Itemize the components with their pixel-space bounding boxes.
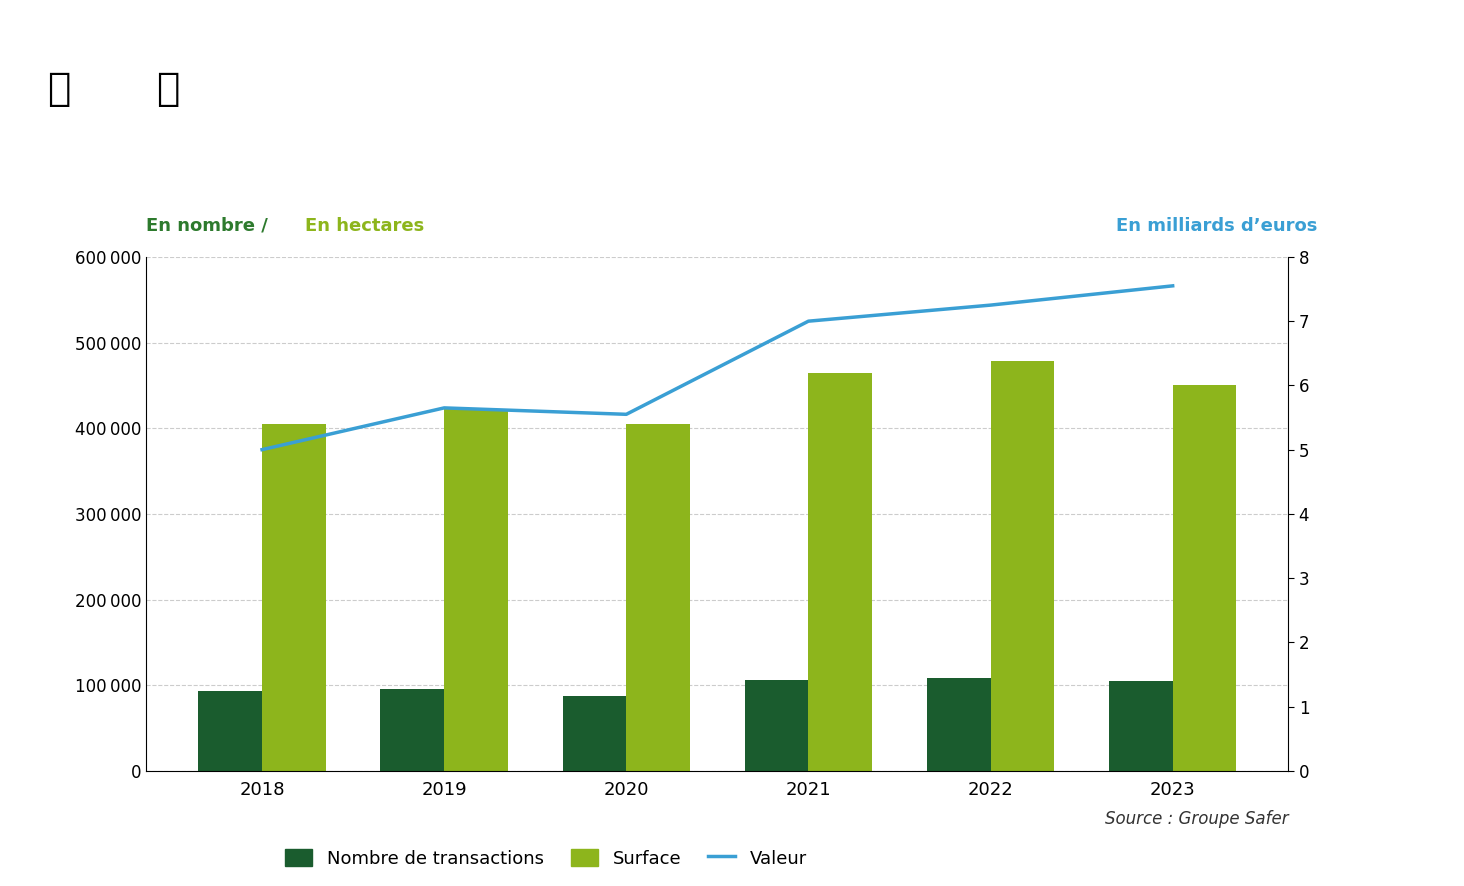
Legend: Nombre de transactions, Surface, Valeur: Nombre de transactions, Surface, Valeur	[278, 842, 814, 874]
Bar	[562, 696, 627, 771]
Bar	[927, 679, 991, 771]
Text: Source : Groupe Safer: Source : Groupe Safer	[1105, 811, 1288, 828]
Bar	[808, 373, 873, 771]
Bar	[198, 691, 262, 771]
Bar	[1108, 681, 1173, 771]
Text: 🐄: 🐄	[157, 70, 179, 107]
Bar	[991, 361, 1054, 771]
Bar	[381, 689, 444, 771]
Bar	[1173, 385, 1237, 771]
Text: En milliards d’euros: En milliards d’euros	[1116, 217, 1318, 235]
Bar	[627, 424, 690, 771]
Bar	[745, 680, 808, 771]
Text: 🌾: 🌾	[47, 70, 70, 107]
Text: En nombre /: En nombre /	[146, 217, 275, 235]
Bar	[262, 424, 326, 771]
Bar	[444, 409, 508, 771]
Text: En hectares: En hectares	[305, 217, 423, 235]
Text: TERRES ET PRÉS: TERRES ET PRÉS	[271, 88, 502, 112]
